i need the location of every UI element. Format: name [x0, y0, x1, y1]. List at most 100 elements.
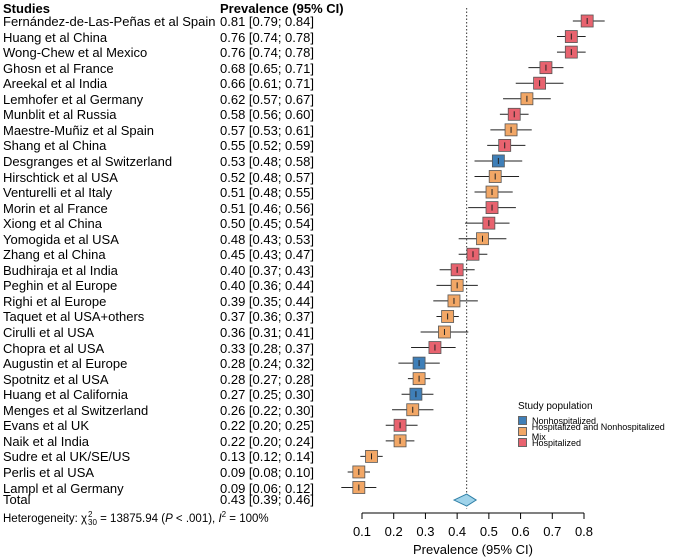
- study-prevalence: 0.52 [0.48; 0.57]: [220, 169, 314, 185]
- study-prevalence: 0.76 [0.74; 0.78]: [220, 29, 314, 45]
- study-prevalence: 0.39 [0.35; 0.44]: [220, 293, 314, 309]
- heterogeneity-value: = 13875.94 (: [96, 512, 166, 525]
- study-name: Desgranges et al Switzerland: [3, 153, 173, 169]
- p-symbol: P: [165, 512, 173, 525]
- study-name: Augustin et al Europe: [3, 356, 128, 372]
- total-prevalence: 0.43 [0.39; 0.46]: [220, 492, 314, 508]
- study-name: Sudre et al UK/SE/US: [3, 449, 131, 465]
- study-prevalence: 0.76 [0.74; 0.78]: [220, 45, 314, 61]
- legend-swatch-hospitalized: [518, 438, 527, 447]
- x-axis: 0.1 0.2 0.3 0.4 0.5 0.6 0.7 0.8 Prevalence (95% …: [353, 512, 593, 557]
- study-name: Evans et al UK: [3, 418, 89, 434]
- study-name: Cirulli et al USA: [3, 325, 95, 340]
- study-prevalence: 0.53 [0.48; 0.58]: [220, 153, 314, 169]
- chi-square-symbol: χ 2 30: [81, 509, 97, 527]
- study-prevalence: 0.55 [0.52; 0.59]: [220, 138, 314, 154]
- legend-item-hospitalized: Hospitalized: [518, 437, 675, 448]
- ci-layer: [341, 8, 605, 509]
- study-prevalence: 0.22 [0.20; 0.25]: [220, 418, 314, 434]
- x-axis-label: Prevalence (95% CI): [413, 542, 533, 557]
- legend-item-nonhospitalized: Nonhospitalized: [518, 415, 675, 426]
- study-name: Chopra et al USA: [3, 340, 105, 356]
- chi-sup: 2: [88, 509, 93, 519]
- study-prevalence: 0.48 [0.43; 0.53]: [220, 231, 314, 247]
- study-name: Venturelli et al Italy: [3, 185, 113, 201]
- legend-swatch-mix: [518, 427, 527, 436]
- x-tick-label: 0.8: [575, 524, 593, 539]
- study-prevalence: 0.68 [0.65; 0.71]: [220, 60, 314, 76]
- x-tick-label: 0.4: [448, 524, 466, 539]
- study-name: Zhang et al China: [3, 247, 106, 263]
- study-name: Maestre-Muñiz et al Spain: [3, 122, 155, 138]
- study-prevalence: 0.36 [0.31; 0.41]: [220, 325, 314, 340]
- study-name: Lampl et al Germany: [3, 480, 124, 496]
- study-name: Spotnitz et al USA: [3, 371, 109, 387]
- heterogeneity-prefix: Heterogeneity:: [3, 512, 81, 525]
- study-prevalence: 0.58 [0.56; 0.60]: [220, 107, 314, 123]
- x-tick-label: 0.1: [353, 524, 371, 539]
- study-prevalence: 0.13 [0.12; 0.14]: [220, 449, 314, 465]
- legend-item-mix: Hospitalized and Nonhospitalized Mix: [518, 422, 675, 442]
- summary-diamond: [452, 493, 478, 507]
- chi-symbol: χ: [81, 512, 88, 525]
- study-name: Huang et al California: [3, 387, 129, 403]
- i-symbol: I: [218, 512, 222, 525]
- study-prevalence: 0.28 [0.27; 0.28]: [220, 371, 314, 387]
- i-sup: 2: [221, 510, 227, 519]
- study-prevalence: 0.51 [0.46; 0.56]: [220, 200, 314, 216]
- legend-label-mix: Hospitalized and Nonhospitalized Mix: [531, 421, 665, 442]
- study-prevalence: 0.57 [0.53; 0.61]: [220, 122, 314, 138]
- study-name: Taquet et al USA+others: [3, 309, 145, 325]
- study-prevalence: 0.37 [0.36; 0.37]: [220, 309, 314, 325]
- study-name: Hirschtick et al USA: [3, 169, 118, 185]
- legend: Study population Nonhospitalized Hospita…: [518, 401, 675, 448]
- x-tick-label: 0.6: [512, 524, 530, 539]
- study-name: Yomogida et al USA: [3, 231, 119, 247]
- study-prevalence: 0.51 [0.48; 0.55]: [220, 185, 314, 201]
- study-prevalence: 0.62 [0.57; 0.67]: [220, 91, 314, 107]
- study-prevalence: 0.27 [0.25; 0.30]: [220, 387, 314, 403]
- study-name: Areekal et al India: [3, 76, 108, 92]
- study-prevalence: 0.28 [0.24; 0.32]: [220, 356, 314, 372]
- study-name: Budhiraja et al India: [3, 262, 118, 278]
- legend-title: Study population: [518, 401, 593, 412]
- legend-swatch-nonhospitalized: [518, 416, 527, 425]
- study-prevalence: 0.09 [0.06; 0.12]: [220, 480, 314, 496]
- x-tick-label: 0.2: [385, 524, 403, 539]
- study-prevalence: 0.45 [0.43; 0.47]: [220, 247, 314, 263]
- legend-label-hospitalized: Hospitalized: [532, 437, 582, 448]
- study-name: Peghin et al Europe: [3, 278, 118, 294]
- study-name: Ghosn et al France: [3, 60, 114, 76]
- studies-column-header: Studies: [3, 1, 50, 16]
- study-prevalence: 0.22 [0.20; 0.24]: [220, 433, 314, 449]
- x-tick-label: 0.7: [543, 524, 561, 539]
- study-prevalence: 0.40 [0.36; 0.44]: [220, 278, 314, 294]
- study-name: Righi et al Europe: [3, 293, 107, 309]
- study-name: Munblit et al Russia: [3, 107, 117, 123]
- p-value-text: < .001),: [172, 512, 219, 525]
- study-name: Xiong et al China: [3, 216, 103, 232]
- prevalence-column-header: Prevalence (95% CI): [220, 1, 344, 16]
- study-name: Menges et al Switzerland: [3, 402, 149, 418]
- study-name: Naik et al India: [3, 433, 89, 449]
- study-prevalence: 0.33 [0.28; 0.37]: [220, 340, 314, 356]
- study-prevalence: 0.40 [0.37; 0.43]: [220, 262, 314, 278]
- study-name: Perlis et al USA: [3, 464, 95, 480]
- study-prevalence: 0.50 [0.45; 0.54]: [220, 216, 314, 232]
- study-name: Lemhofer et al Germany: [3, 91, 144, 107]
- study-name: Wong-Chew et al Mexico: [3, 45, 148, 61]
- chi-sub: 30: [88, 517, 97, 527]
- total-label: Total: [3, 492, 31, 508]
- study-prevalence: 0.81 [0.79; 0.84]: [220, 14, 314, 29]
- study-prevalence: 0.66 [0.61; 0.71]: [220, 76, 314, 92]
- study-name: Fernández-de-Las-Peñas et al Spain: [3, 14, 216, 29]
- legend-label-nonhospitalized: Nonhospitalized: [532, 415, 597, 426]
- study-prevalence: 0.09 [0.08; 0.10]: [220, 464, 314, 480]
- heterogeneity-statistic: Heterogeneity: χ 2 30 = 13875.94 (P < .001…: [3, 510, 269, 527]
- i-squared-value: = 100%: [226, 512, 269, 525]
- study-name: Morin et al France: [3, 200, 108, 216]
- x-tick-label: 0.3: [416, 524, 434, 539]
- study-name: Shang et al China: [3, 138, 107, 154]
- study-name: Huang et al China: [3, 29, 108, 45]
